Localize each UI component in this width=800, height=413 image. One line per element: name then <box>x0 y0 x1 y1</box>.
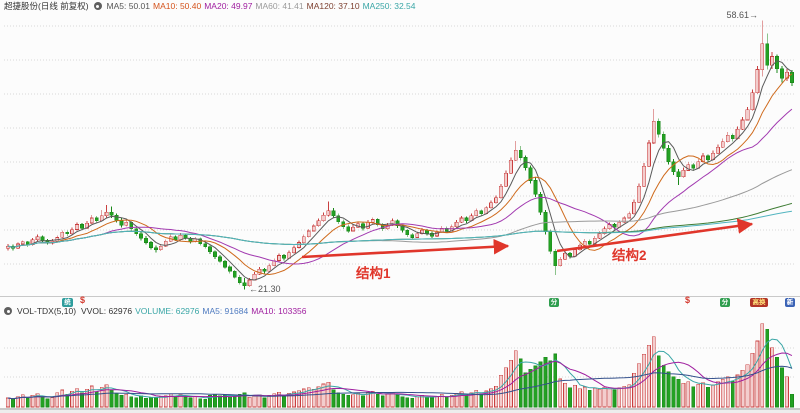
ma-legend-item: MA250: 32.54 <box>362 1 416 11</box>
price-low-label: ←21.30 <box>249 284 281 294</box>
volume-legend-item: VOLUME: 62976 <box>135 306 200 316</box>
event-marker-icon[interactable]: 分 <box>720 298 730 307</box>
ma-legend: MA5: 50.01 MA10: 50.40 MA20: 49.97 MA60: 41… <box>107 1 419 11</box>
volume-bars <box>6 323 794 408</box>
gear-dot <box>6 309 10 313</box>
volume-legend-item: VVOL: 62976 <box>81 306 133 316</box>
event-marker-icon[interactable]: 分 <box>549 298 559 307</box>
volume-legend: VVOL: 62976 VOLUME: 62976 MA5: 91684 MA10: … <box>81 306 309 316</box>
ma-line-10 <box>7 73 793 276</box>
ma-legend-item: MA5: 50.01 <box>106 1 151 11</box>
event-marker-icon[interactable]: $ <box>80 295 86 305</box>
ma-legend-item: MA10: 50.40 <box>153 1 202 11</box>
event-marker-strip: 统 $ 分 $ 分 高换 新 <box>0 296 800 308</box>
volume-ma-line <box>7 352 793 400</box>
structure-label: 结构1 <box>356 265 391 281</box>
main-indicator-settings-icon[interactable] <box>93 2 102 10</box>
trend-arrow <box>556 218 754 253</box>
volume-ma-line <box>7 365 793 400</box>
trend-arrow <box>301 238 510 259</box>
price-high-label: 58.61→ <box>726 10 758 20</box>
event-marker-icon[interactable]: $ <box>685 295 691 305</box>
ma-legend-item: MA60: 41.41 <box>255 1 304 11</box>
ma-line-250 <box>7 210 792 248</box>
structure-label: 结构2 <box>612 247 647 263</box>
stock-title: 超捷股份(日线 前复权) <box>4 1 89 11</box>
volume-legend-item: MA5: 91684 <box>202 306 249 316</box>
gear-dot <box>96 4 100 8</box>
main-indicator-header: 超捷股份(日线 前复权) MA5: 50.01 MA10: 50.40 MA20: … <box>4 1 419 11</box>
ma-line-20 <box>7 108 793 265</box>
gridlines <box>4 25 796 378</box>
event-marker-icon[interactable]: 高换 <box>750 298 768 307</box>
volume-indicator-header: VOL-TDX(5,10) VVOL: 62976 VOLUME: 62976 MA… <box>4 306 310 316</box>
event-marker-icon[interactable]: 统 <box>62 298 73 307</box>
volume-indicator-settings-icon[interactable] <box>4 307 12 315</box>
volume-indicator-name: VOL-TDX(5,10) <box>17 306 77 316</box>
ma-line-5 <box>7 60 793 281</box>
event-marker-icon[interactable]: 新 <box>785 298 795 307</box>
window-bottom-strip <box>0 409 800 413</box>
ma-legend-item: MA20: 49.97 <box>204 1 253 11</box>
volume-legend-item: MA10: 103356 <box>251 306 307 316</box>
candles <box>6 20 794 290</box>
volume-ma-line <box>7 338 793 400</box>
ma-legend-item: MA120: 37.10 <box>306 1 360 11</box>
